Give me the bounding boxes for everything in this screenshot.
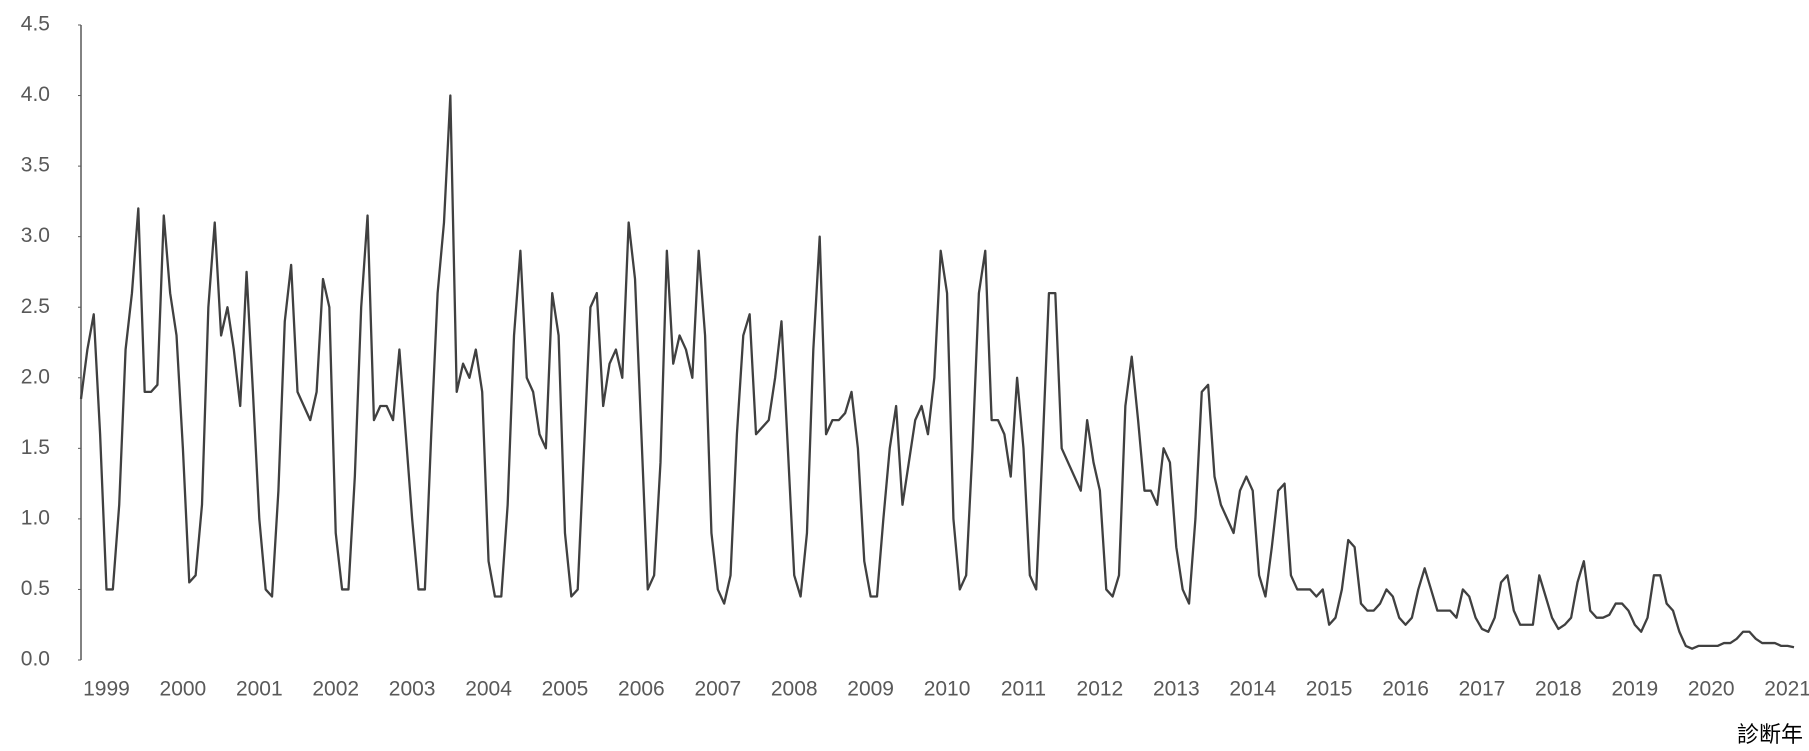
x-tick-label: 2003 xyxy=(389,678,436,701)
x-tick-label: 2002 xyxy=(312,678,359,701)
x-tick-label: 1999 xyxy=(83,678,130,701)
x-tick-label: 2021 xyxy=(1764,678,1809,701)
y-tick-label: 0.5 xyxy=(21,577,50,600)
y-tick-label: 2.5 xyxy=(21,295,50,318)
y-tick-label: 2.0 xyxy=(21,365,50,388)
x-tick-label: 2005 xyxy=(542,678,589,701)
x-tick-label: 2016 xyxy=(1382,678,1429,701)
x-tick-label: 2011 xyxy=(1001,678,1046,701)
y-tick-label: 4.0 xyxy=(21,83,50,106)
x-tick-label: 2015 xyxy=(1306,678,1353,701)
x-tick-label: 2007 xyxy=(694,678,741,701)
y-tick-label: 1.0 xyxy=(21,506,50,529)
x-tick-label: 2020 xyxy=(1688,678,1735,701)
x-tick-label: 2014 xyxy=(1229,678,1276,701)
x-tick-label: 2001 xyxy=(236,678,283,701)
y-tick-label: 3.0 xyxy=(21,224,50,247)
x-tick-label: 2010 xyxy=(924,678,971,701)
x-tick-label: 2018 xyxy=(1535,678,1582,701)
x-tick-label: 2019 xyxy=(1611,678,1658,701)
x-tick-label: 2013 xyxy=(1153,678,1200,701)
y-tick-label: 0.0 xyxy=(21,648,50,671)
x-tick-label: 2009 xyxy=(847,678,894,701)
x-tick-label: 2004 xyxy=(465,678,512,701)
x-tick-label: 2000 xyxy=(160,678,207,701)
data-line xyxy=(79,94,1795,650)
x-tick-label: 2006 xyxy=(618,678,665,701)
x-tick-label: 2012 xyxy=(1077,678,1124,701)
y-tick-label: 3.5 xyxy=(21,154,50,177)
x-tick-label: 2008 xyxy=(771,678,818,701)
y-tick-label: 4.5 xyxy=(21,13,50,36)
y-tick-label: 1.5 xyxy=(21,436,50,459)
x-tick-label: 2017 xyxy=(1459,678,1506,701)
x-axis-label: 診断年 xyxy=(1737,722,1803,747)
